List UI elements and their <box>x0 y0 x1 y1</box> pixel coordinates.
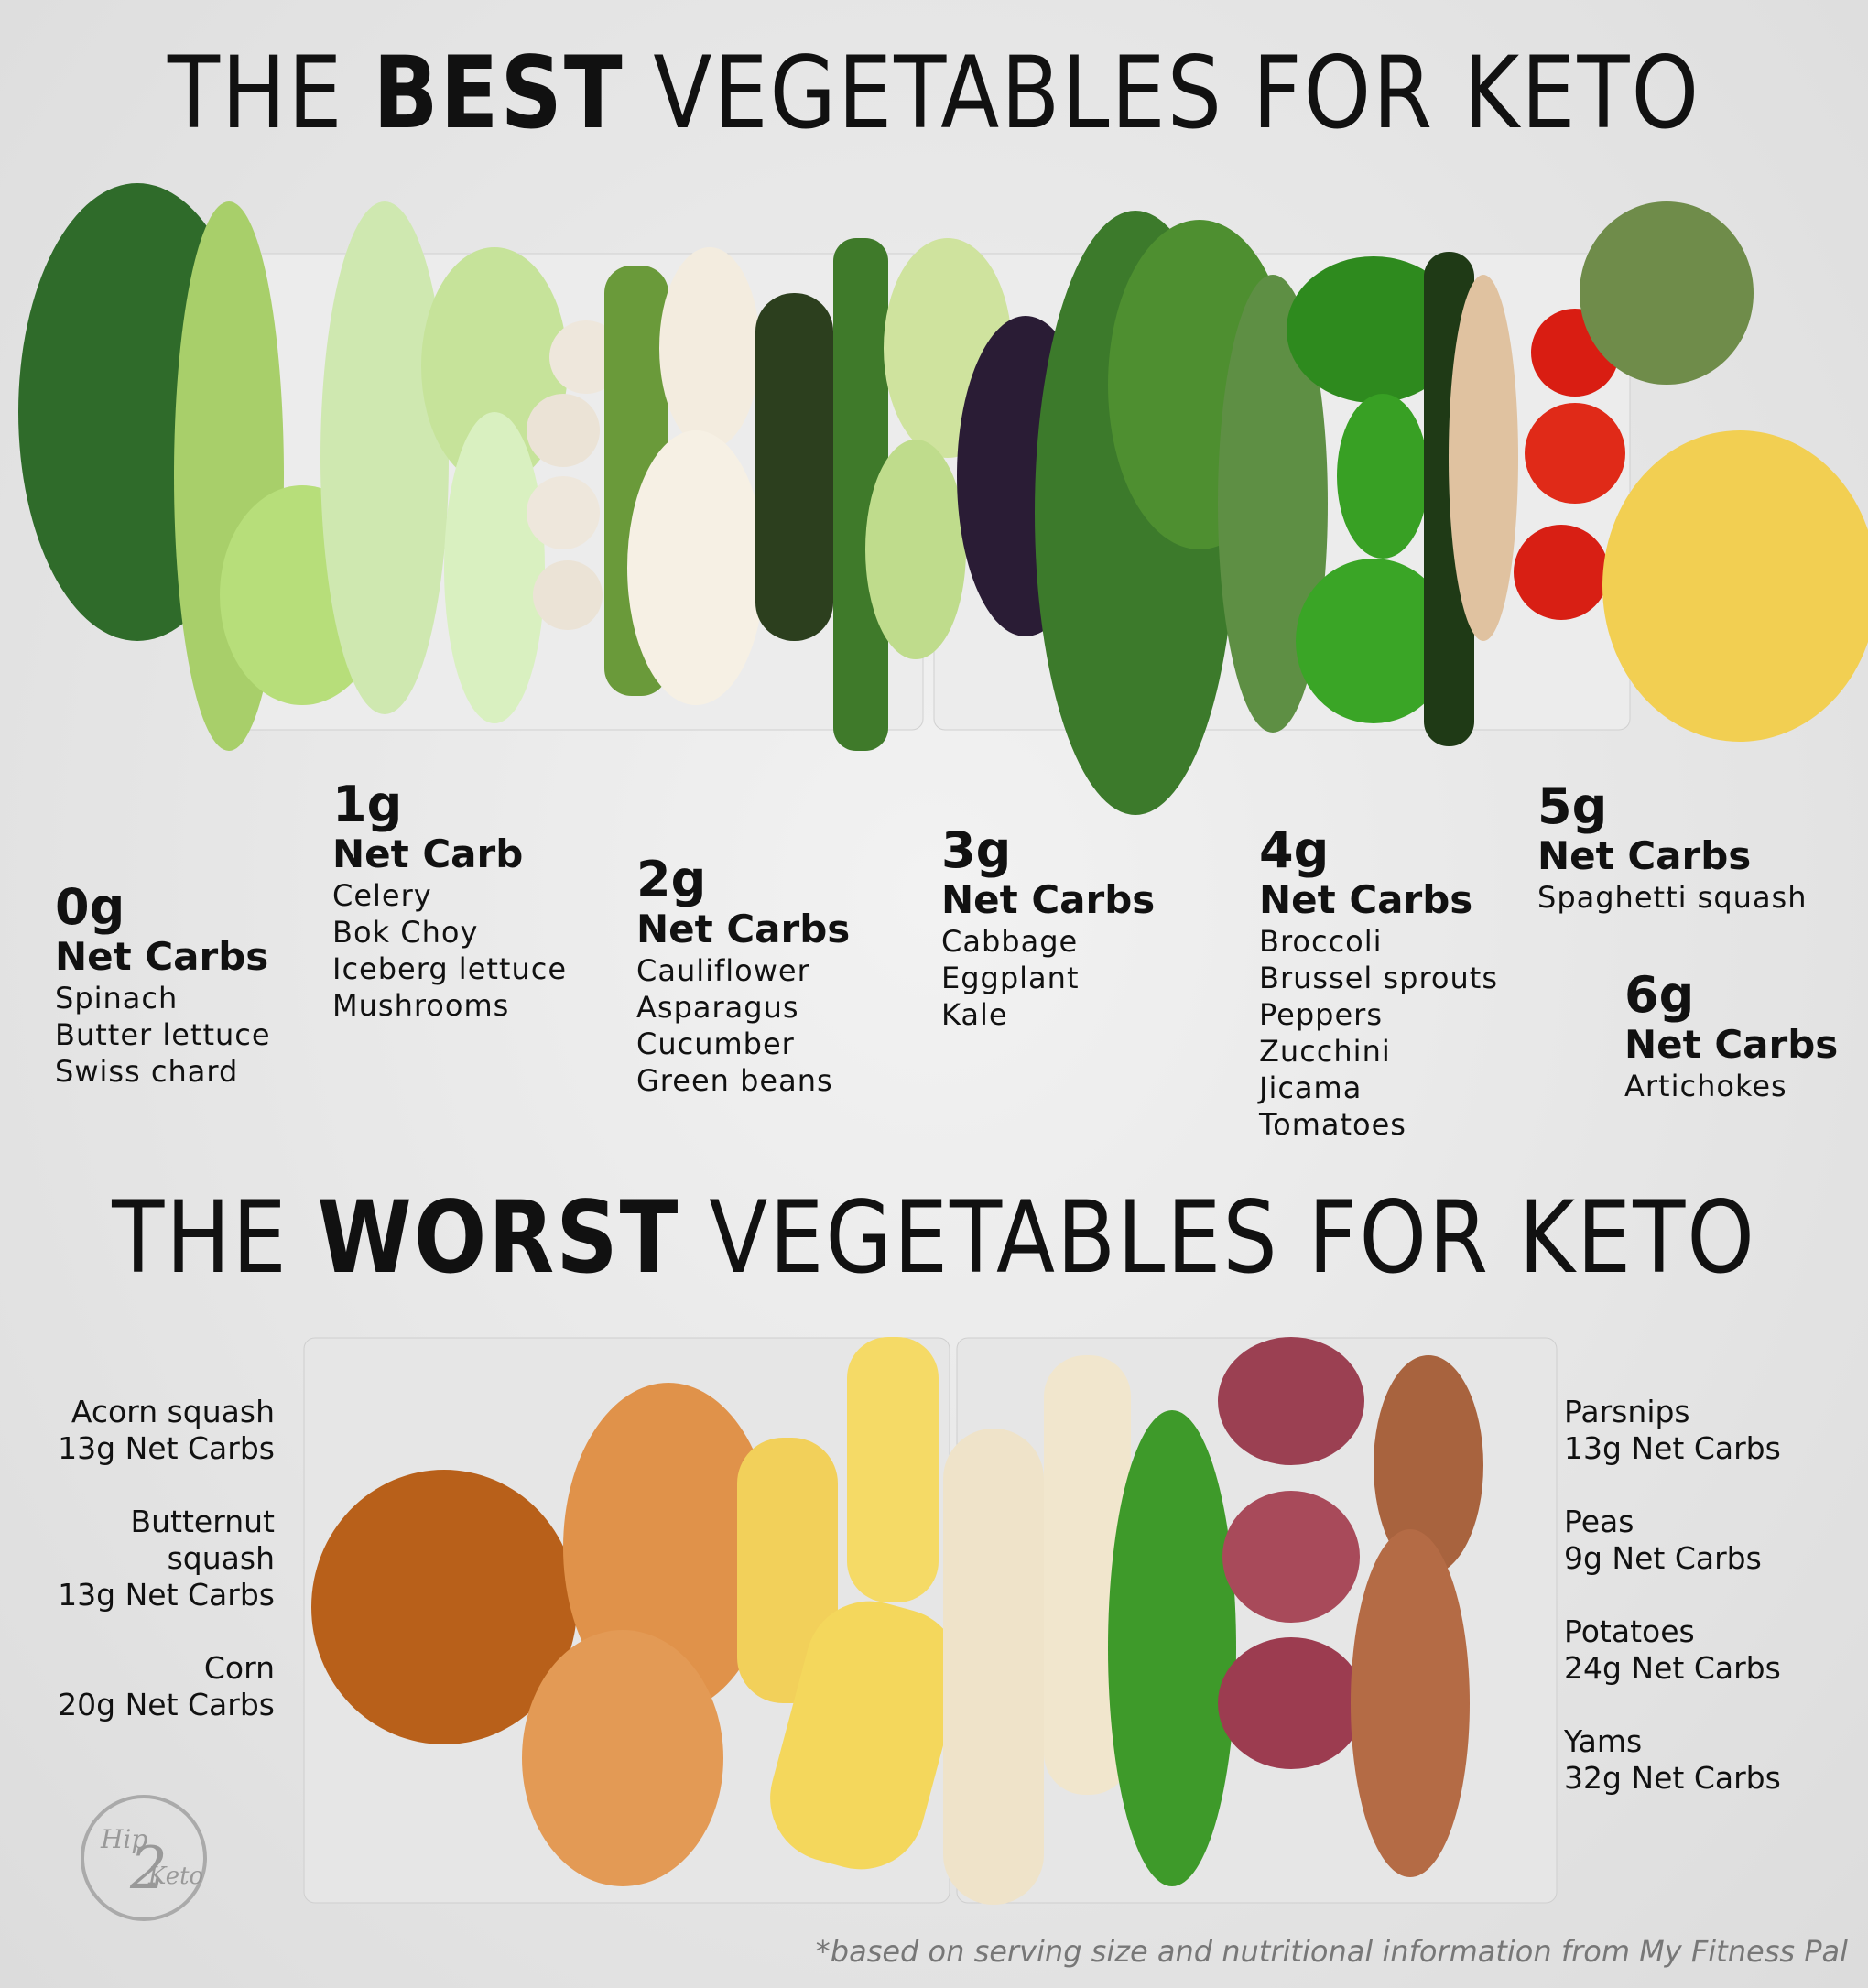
carb-amount: 5g <box>1537 777 1608 835</box>
worst-item: Parsnips 13g Net Carbs <box>1564 1394 1781 1467</box>
vegetable-name: Bok Choy <box>332 915 479 950</box>
vegetable-name: Spinach <box>55 981 179 1016</box>
carb-group: 1g Net Carb Celery Bok Choy Iceberg lettuce M… <box>332 778 567 1024</box>
vegetable-name: Parsnips <box>1564 1394 1690 1429</box>
logo-text: 2 <box>130 1835 168 1903</box>
vegetable-name: Celery <box>332 878 432 913</box>
carb-group: 5g Net Carbs Spaghetti squash <box>1537 780 1808 916</box>
vegetable-name: Spaghetti squash <box>1537 880 1808 915</box>
worst-item: Potatoes 24g Net Carbs <box>1564 1613 1781 1687</box>
net-carbs: 20g Net Carbs <box>58 1687 275 1722</box>
footnote: *based on serving size and nutritional i… <box>815 1934 1848 1969</box>
carb-amount: 2g <box>636 851 707 908</box>
logo-text: Hip <box>101 1824 148 1854</box>
carb-group: 2g Net Carbs Cauliflower Asparagus Cucumber G… <box>636 853 850 1099</box>
vegetable-name: Cucumber <box>636 1027 795 1061</box>
net-carbs: 13g Net Carbs <box>58 1430 275 1466</box>
best-title: THE BEST VEGETABLES FOR KETO <box>0 34 1868 151</box>
vegetable-name: Swiss chard <box>55 1054 239 1089</box>
vegetable-name: Zucchini <box>1259 1034 1391 1069</box>
worst-title: THE WORST VEGETABLES FOR KETO <box>0 1179 1868 1296</box>
carb-label: Net Carbs <box>55 934 269 979</box>
vegetable-name: Butter lettuce <box>55 1017 271 1052</box>
vegetable-name: Green beans <box>636 1063 833 1098</box>
carb-label: Net Carbs <box>941 877 1156 922</box>
vegetable-name: Peppers <box>1259 997 1383 1032</box>
vegetable-name: Potatoes <box>1564 1613 1695 1649</box>
carb-group: 6g Net Carbs Artichokes <box>1624 969 1838 1104</box>
vegetable-name: Corn <box>203 1650 275 1686</box>
logo: Hip 2 Keto <box>81 1795 207 1921</box>
vegetable-name: Eggplant <box>941 961 1080 995</box>
carb-label: Net Carbs <box>1537 833 1752 878</box>
carb-amount: 3g <box>941 821 1012 879</box>
vegetable-name: Cauliflower <box>636 953 810 988</box>
title-suffix: VEGETABLES FOR KETO <box>709 1178 1756 1297</box>
worst-item: Yams 32g Net Carbs <box>1564 1723 1781 1797</box>
net-carbs: 32g Net Carbs <box>1564 1760 1781 1796</box>
logo-text: Keto <box>148 1863 204 1890</box>
net-carbs: 24g Net Carbs <box>1564 1650 1781 1686</box>
net-carbs: 13g Net Carbs <box>1564 1430 1781 1466</box>
carb-amount: 0g <box>55 878 125 936</box>
net-carbs: 13g Net Carbs <box>58 1577 275 1613</box>
title-emphasis: WORST <box>317 1178 680 1297</box>
vegetable-name: Iceberg lettuce <box>332 951 568 986</box>
carb-amount: 6g <box>1624 966 1695 1024</box>
carb-label: Net Carbs <box>1259 877 1473 922</box>
vegetable-name: Broccoli <box>1259 924 1383 959</box>
carb-amount: 1g <box>332 776 403 833</box>
carb-label: Net Carbs <box>636 907 851 951</box>
vegetable-name: Yams <box>1564 1723 1643 1759</box>
title-emphasis: BEST <box>373 33 624 152</box>
vegetable-name: Kale <box>941 997 1008 1032</box>
vegetable-name: Mushrooms <box>332 988 510 1023</box>
vegetable-name: Cabbage <box>941 924 1079 959</box>
carb-group: 0g Net Carbs Spinach Butter lettuce Swiss ch… <box>55 881 271 1090</box>
title-prefix: THE <box>112 1178 288 1297</box>
vegetable-illustrations <box>18 183 1868 1905</box>
vegetable-name: Peas <box>1564 1504 1634 1539</box>
carb-group: 3g Net Carbs Cabbage Eggplant Kale <box>941 824 1155 1033</box>
title-prefix: THE <box>167 33 344 152</box>
title-suffix: VEGETABLES FOR KETO <box>653 33 1701 152</box>
vegetable-name: Artichokes <box>1624 1069 1787 1103</box>
carb-group: 4g Net Carbs Broccoli Brussel sprouts Pepper… <box>1259 824 1498 1143</box>
carb-label: Net Carb <box>332 831 524 876</box>
worst-item: Acorn squash 13g Net Carbs <box>37 1394 275 1467</box>
vegetable-name: Jicama <box>1259 1070 1363 1105</box>
vegetable-name: Asparagus <box>636 990 799 1025</box>
worst-item: Peas 9g Net Carbs <box>1564 1504 1762 1577</box>
vegetable-name: Acorn squash <box>71 1394 275 1429</box>
worst-item: Butternut squash 13g Net Carbs <box>37 1504 275 1613</box>
carb-amount: 4g <box>1259 821 1330 879</box>
vegetable-name: Brussel sprouts <box>1259 961 1498 995</box>
vegetable-name: Butternut squash <box>130 1504 276 1576</box>
carb-label: Net Carbs <box>1624 1022 1839 1067</box>
worst-item: Corn 20g Net Carbs <box>37 1650 275 1723</box>
net-carbs: 9g Net Carbs <box>1564 1540 1762 1576</box>
vegetable-name: Tomatoes <box>1259 1107 1406 1142</box>
